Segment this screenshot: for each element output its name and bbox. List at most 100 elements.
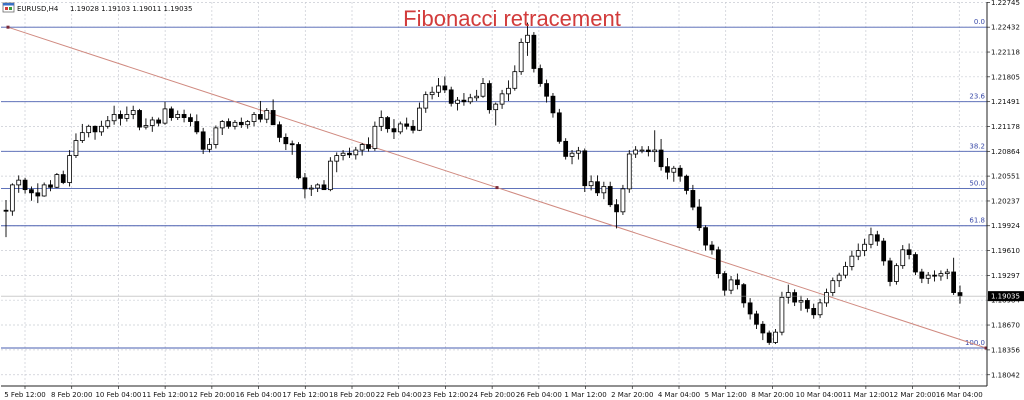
candle-body <box>804 300 810 309</box>
candle-body <box>143 125 149 128</box>
candle <box>137 108 142 131</box>
candle-body <box>245 121 251 126</box>
candle-body <box>499 93 505 105</box>
candle-body <box>582 150 588 187</box>
candle-body <box>353 149 359 156</box>
candle-body <box>607 186 613 206</box>
candle <box>938 270 944 281</box>
fib-level-label: 23.6 <box>969 93 985 101</box>
candle-body <box>302 177 308 190</box>
candle <box>245 119 251 129</box>
candle <box>143 118 149 130</box>
candle <box>397 121 403 135</box>
x-tick-label: 5 Feb 12:00 <box>4 391 45 399</box>
candle-body <box>569 152 575 157</box>
candle <box>347 147 352 158</box>
candle <box>652 130 658 162</box>
candle-body <box>137 110 142 128</box>
candle-body <box>874 234 880 242</box>
candle <box>283 133 289 151</box>
candle-body <box>614 204 619 213</box>
candle <box>576 146 581 160</box>
candle-body <box>550 95 556 114</box>
candle-body <box>881 240 887 262</box>
candle <box>614 199 619 229</box>
candle <box>251 112 257 127</box>
candle <box>677 165 683 182</box>
candle <box>258 100 263 123</box>
candle <box>499 89 505 109</box>
candle <box>35 183 41 204</box>
fib-level-label: 100.0 <box>965 339 985 347</box>
x-tick-label: 26 Feb 04:00 <box>516 391 562 399</box>
candle <box>111 105 117 125</box>
candle <box>709 241 715 255</box>
candle-body <box>54 174 60 188</box>
candle-body <box>735 279 740 286</box>
candle-body <box>906 249 912 255</box>
candle-body <box>722 273 728 291</box>
candle-body <box>645 149 651 153</box>
overlay: EURUSD,H4 1.19028 1.19103 1.19011 1.1903… <box>2 2 621 31</box>
candle <box>894 263 899 285</box>
candle-body <box>576 150 581 154</box>
x-tick-label: 16 Feb 04:00 <box>236 391 282 399</box>
candle-body <box>448 89 454 104</box>
fib-level-label: 50.0 <box>969 179 985 187</box>
candle <box>671 165 677 182</box>
candle <box>518 38 524 75</box>
candle <box>270 99 276 126</box>
x-tick-label: 2 Mar 20:00 <box>611 391 653 399</box>
candle <box>563 138 569 160</box>
candle <box>455 97 460 111</box>
candle-body <box>900 249 906 267</box>
candle-body <box>48 184 53 188</box>
candle-body <box>563 140 569 157</box>
candle-body <box>684 175 689 191</box>
candle <box>735 273 740 290</box>
x-tick-label: 18 Feb 20:00 <box>329 391 375 399</box>
candle <box>423 91 429 113</box>
candle <box>232 119 238 130</box>
candle-body <box>315 184 321 189</box>
candle-body <box>868 234 874 245</box>
candle-body <box>442 85 448 91</box>
trend-anchor-mid <box>495 186 499 190</box>
candle-body <box>480 83 486 97</box>
candle <box>448 86 454 107</box>
candle <box>798 295 804 311</box>
candle <box>366 137 371 152</box>
candle-body <box>715 249 721 274</box>
fib-trend-line <box>6 25 988 350</box>
candle <box>213 125 219 149</box>
candle-body <box>601 186 607 194</box>
candle-body <box>188 117 193 122</box>
candle-body <box>830 280 836 293</box>
candle-body <box>836 274 842 282</box>
candle-body <box>60 174 66 183</box>
candle <box>277 121 282 143</box>
candle <box>67 150 72 187</box>
candle <box>944 268 950 280</box>
candle <box>442 76 448 94</box>
candle <box>785 284 791 304</box>
candle-body <box>633 149 639 155</box>
candle <box>722 271 728 296</box>
candle <box>226 118 231 129</box>
candle-body <box>817 302 823 316</box>
candle-body <box>493 103 499 111</box>
candle-body <box>340 152 346 157</box>
candle-body <box>741 284 747 304</box>
candle <box>54 173 60 189</box>
y-tick-label: 1.22745 <box>991 0 1020 7</box>
candle <box>715 246 721 279</box>
candle <box>130 105 136 120</box>
window-menu-icon[interactable] <box>2 2 15 13</box>
candle <box>327 157 333 192</box>
candle <box>175 110 181 120</box>
candle-body <box>455 99 460 104</box>
candle <box>168 106 174 121</box>
candle-body <box>671 167 677 173</box>
candle <box>595 175 600 196</box>
candle-body <box>9 184 15 212</box>
